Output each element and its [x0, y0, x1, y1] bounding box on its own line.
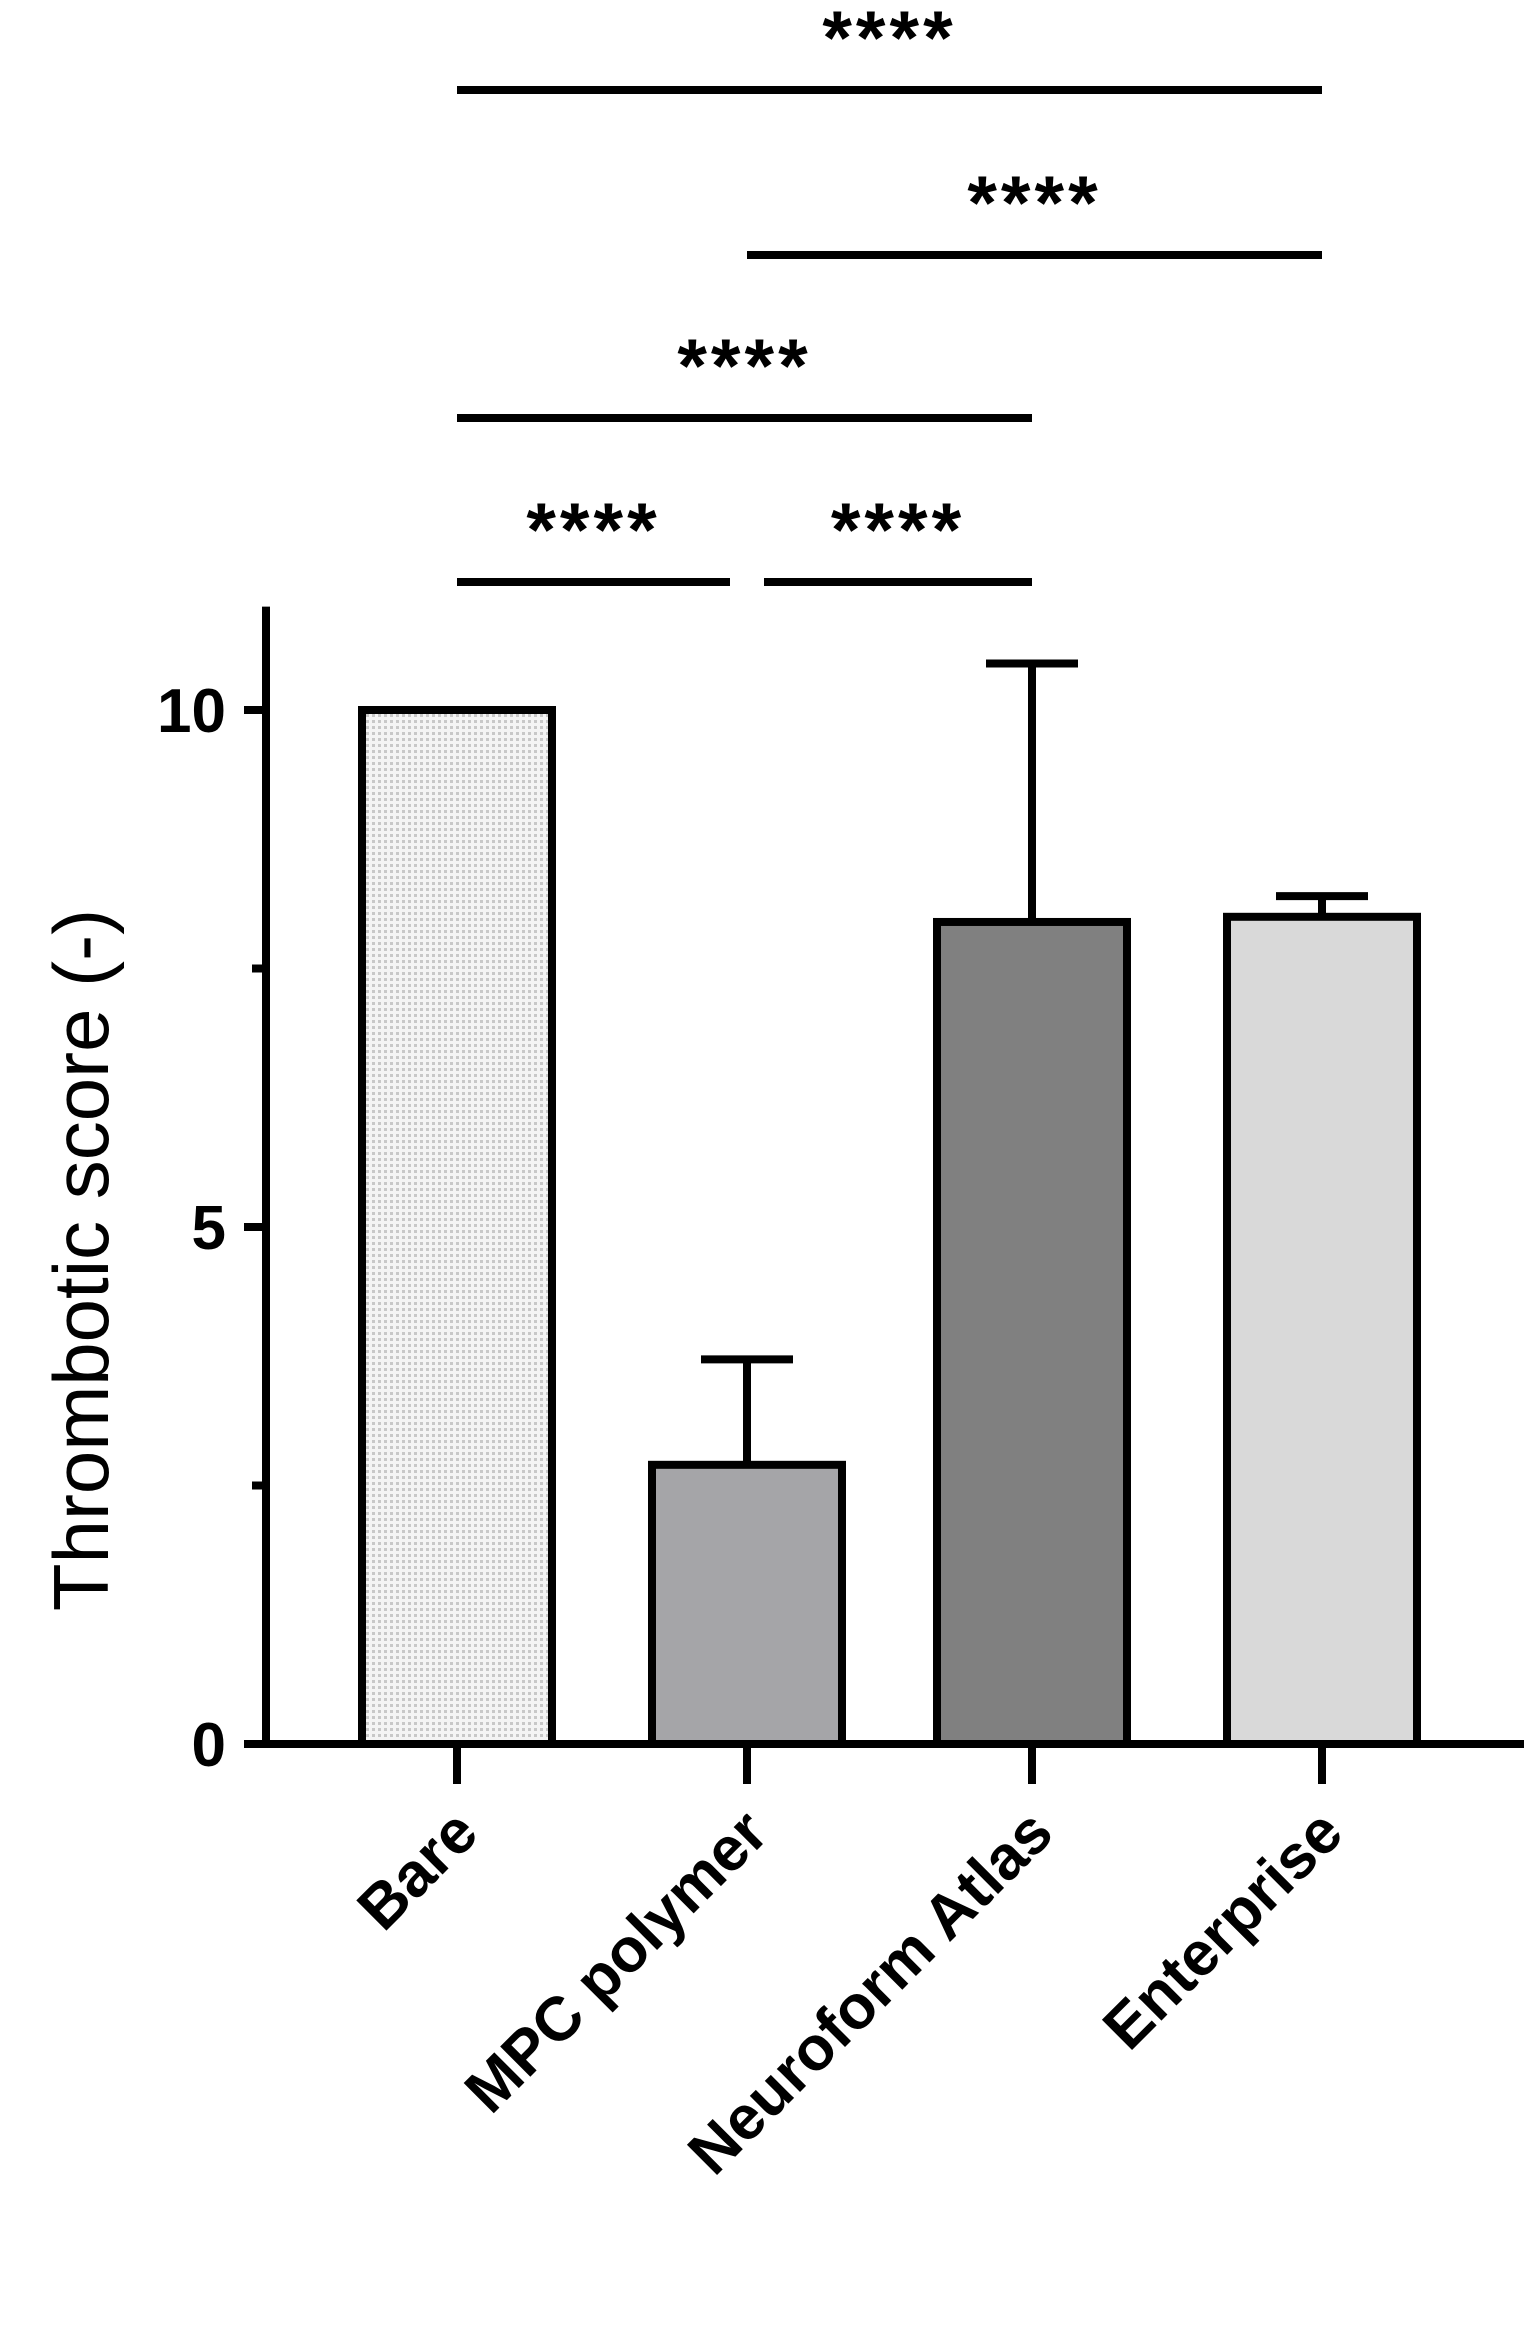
- significance-label: ****: [677, 324, 811, 409]
- y-tick-label: 5: [192, 1194, 226, 1263]
- bar-mpc-polymer: [648, 1460, 846, 1748]
- y-axis-title: Thrombotic score (-): [37, 909, 125, 1611]
- y-tick-label: 0: [192, 1711, 226, 1780]
- bar-neuroform-atlas: [933, 917, 1131, 1748]
- bar-enterprise: [1223, 912, 1421, 1748]
- bar-bare: [358, 706, 556, 1748]
- x-tick-label-bare: Bare: [345, 1797, 491, 1943]
- y-tick-label: 10: [157, 677, 226, 746]
- significance-label: ****: [967, 161, 1101, 246]
- significance-label: ****: [822, 0, 956, 81]
- significance-label: ****: [831, 488, 965, 573]
- significance-label: ****: [526, 488, 660, 573]
- x-tick-label-mpc-polymer: MPC polymer: [452, 1797, 781, 2126]
- x-tick-label-enterprise: Enterprise: [1090, 1797, 1356, 2063]
